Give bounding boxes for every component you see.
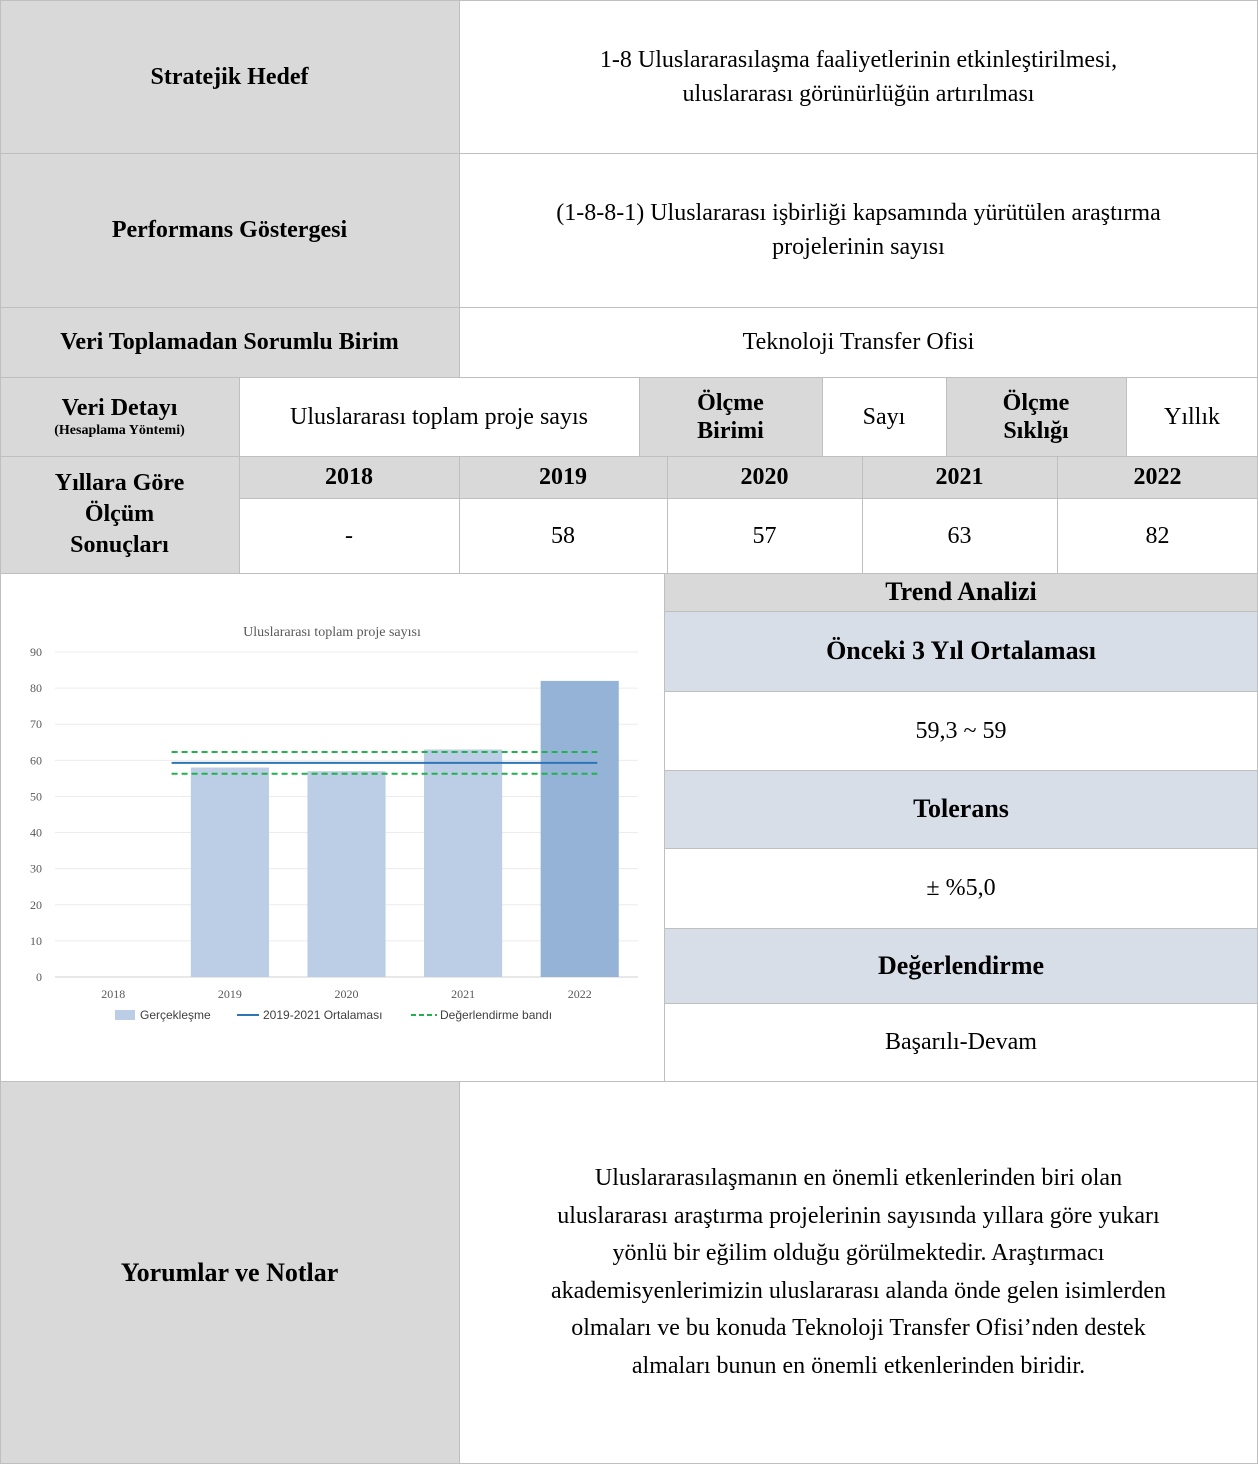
- y-tick-label: 60: [30, 753, 42, 767]
- comment-line: akademisyenlerimizin uluslararası alanda…: [550, 1277, 1167, 1304]
- year-header-2021: 2021: [862, 456, 1057, 498]
- unit-value: Sayı: [862, 403, 906, 430]
- comments-label: Yorumlar ve Notlar: [0, 1081, 459, 1464]
- tolerance-value: ± %5,0: [926, 875, 996, 901]
- bar-2022: [540, 680, 619, 977]
- frequency-label-line1: Ölçme: [1002, 389, 1070, 416]
- legend-swatch-bars: [115, 1010, 135, 1020]
- previous-average-value: 59,3 ~ 59: [915, 717, 1007, 744]
- responsible-unit-value: Teknoloji Transfer Ofisi: [742, 329, 975, 355]
- chart-cell: Uluslararası toplam proje sayısı 0 10 20 30…: [0, 573, 664, 1081]
- performance-indicator-value: (1-8-8-1) Uluslararası işbirliği kapsamı…: [459, 153, 1258, 307]
- x-tick-label: 2022: [568, 987, 592, 1001]
- legend-label-band: Değerlendirme bandı: [440, 1008, 552, 1022]
- previous-average-label: Önceki 3 Yıl Ortalaması: [664, 611, 1258, 691]
- comment-line: olmaları ve bu konuda Teknoloji Transfer…: [571, 1315, 1146, 1341]
- evaluation-value: Başarılı-Devam: [885, 1029, 1037, 1055]
- yearly-label-line3: Sonuçları: [70, 532, 169, 558]
- comment-line: yönlü bir eğilim olduğu görülmektedir. A…: [612, 1240, 1105, 1266]
- evaluation-label: Değerlendirme: [664, 928, 1258, 1003]
- yearly-label-line1: Yıllara Göre: [54, 470, 185, 496]
- bar-2019: [190, 767, 269, 977]
- yearly-label-line2: Ölçüm: [84, 501, 155, 527]
- data-detail-sublabel: (Hesaplama Yöntemi): [54, 422, 185, 438]
- tolerance-label: Tolerans: [664, 770, 1258, 848]
- y-tick-label: 20: [30, 898, 42, 912]
- trend-analysis-title: Trend Analizi: [664, 573, 1258, 611]
- performance-indicator-line1: (1-8-8-1) Uluslararası işbirliği kapsamı…: [556, 200, 1161, 226]
- y-tick-label: 0: [36, 970, 42, 984]
- year-header-2018: 2018: [239, 456, 459, 498]
- comment-line: uluslararası araştırma projelerinin sayı…: [557, 1202, 1160, 1229]
- bar-2021: [424, 749, 503, 977]
- legend-label-average: 2019-2021 Ortalaması: [263, 1008, 382, 1022]
- unit-label-cell: Ölçme Birimi: [639, 377, 822, 456]
- y-tick-label: 90: [30, 645, 42, 659]
- y-tick-label: 80: [30, 681, 42, 695]
- frequency-label-cell: Ölçme Sıklığı: [946, 377, 1126, 456]
- x-tick-label: 2019: [218, 987, 242, 1001]
- strategic-goal-value: 1-8 Uluslararasılaşma faaliyetlerinin et…: [459, 0, 1258, 153]
- performance-indicator-line2: projelerinin sayısı: [772, 234, 945, 260]
- strategic-goal-label: Stratejik Hedef: [0, 0, 459, 153]
- performance-indicator-label: Performans Göstergesi: [0, 153, 459, 307]
- year-header-2019: 2019: [459, 456, 667, 498]
- x-tick-label: 2018: [101, 987, 125, 1001]
- year-value-2022: 82: [1145, 522, 1170, 549]
- year-value-2020: 57: [752, 522, 777, 549]
- responsible-unit-label: Veri Toplamadan Sorumlu Birim: [0, 307, 459, 377]
- year-value-2021: 63: [947, 522, 972, 549]
- y-tick-label: 10: [30, 934, 42, 948]
- year-header-2020: 2020: [667, 456, 862, 498]
- comment-line: almaları bunun en önemli etkenlerinden b…: [631, 1352, 1086, 1379]
- data-detail-label-cell: Veri Detayı (Hesaplama Yöntemi): [0, 377, 239, 456]
- comments-text: Uluslararasılaşmanın en önemli etkenleri…: [459, 1081, 1258, 1464]
- y-tick-label: 50: [30, 789, 42, 803]
- legend-label-bars: Gerçekleşme: [140, 1008, 211, 1022]
- strategic-goal-line2: uluslararası görünürlüğün artırılması: [682, 80, 1035, 107]
- y-tick-label: 30: [30, 862, 42, 876]
- x-tick-label: 2021: [451, 987, 475, 1001]
- year-header-2022: 2022: [1057, 456, 1258, 498]
- year-value-2018: -: [345, 522, 353, 549]
- comment-line: Uluslararasılaşmanın en önemli etkenleri…: [594, 1165, 1123, 1191]
- data-detail-label: Veri Detayı: [61, 394, 178, 421]
- y-tick-label: 70: [30, 717, 42, 731]
- year-value-2019: 58: [551, 522, 575, 549]
- frequency-label-line2: Sıklığı: [1003, 417, 1069, 444]
- chart-title: Uluslararası toplam proje sayısı: [243, 625, 421, 640]
- bar-chart: Uluslararası toplam proje sayısı 0 10 20 30…: [30, 625, 638, 1022]
- frequency-value: Yıllık: [1163, 403, 1220, 430]
- strategic-goal-line1: 1-8 Uluslararasılaşma faaliyetlerinin et…: [599, 46, 1118, 73]
- y-tick-label: 40: [30, 826, 42, 840]
- unit-label-line2: Birimi: [697, 417, 764, 444]
- data-detail-value: Uluslararası toplam proje sayıs: [290, 403, 588, 430]
- unit-label-line1: Ölçme: [697, 389, 764, 416]
- yearly-label-cell: Yıllara Göre Ölçüm Sonuçları: [0, 456, 239, 573]
- x-tick-label: 2020: [335, 987, 359, 1001]
- bar-2020: [307, 771, 386, 977]
